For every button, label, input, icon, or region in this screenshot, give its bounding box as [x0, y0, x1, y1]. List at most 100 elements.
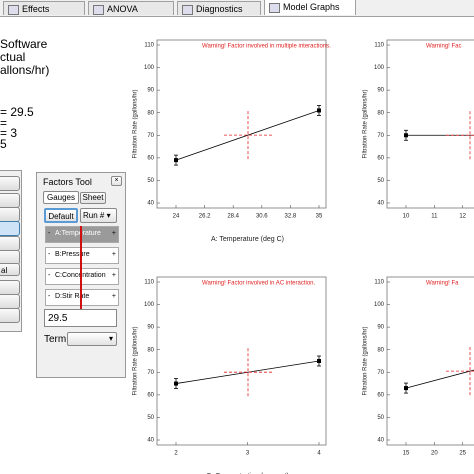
- close-button[interactable]: ×: [111, 176, 122, 186]
- y-tick-label: 70: [147, 133, 154, 139]
- y-tick-label: 90: [147, 325, 154, 331]
- button[interactable]: [0, 294, 20, 309]
- factor-label: D:Stir Rate: [55, 293, 90, 300]
- x-tick-label: 4: [317, 451, 321, 457]
- x-axis-label: A: Temperature (deg C): [211, 236, 284, 243]
- factor-label: A:Temperature: [55, 230, 101, 237]
- x-tick-label: 20: [431, 451, 438, 457]
- tab-sheet[interactable]: Sheet: [80, 192, 106, 204]
- y-tick-label: 70: [377, 370, 384, 376]
- tab-active[interactable]: Model Graphs: [264, 0, 356, 15]
- button[interactable]: [0, 236, 20, 251]
- plot-frame: [156, 276, 327, 446]
- run-dropdown[interactable]: Run # ▾: [80, 208, 117, 223]
- y-axis-label: Filtration Rate (gallons/hr): [363, 326, 369, 395]
- y-tick-label: 80: [377, 110, 384, 116]
- slider-indicator: [80, 226, 82, 310]
- default-button[interactable]: Default: [44, 208, 78, 223]
- slider-minus: -: [48, 293, 51, 300]
- plot-frame: [156, 39, 327, 209]
- warning: Warning! Fa: [426, 281, 459, 287]
- tab[interactable]: ANOVA: [88, 1, 174, 15]
- info-text: ctual: [0, 50, 26, 64]
- y-tick-label: 60: [147, 155, 154, 161]
- design-point: [174, 381, 178, 386]
- slider-minus: -: [48, 272, 51, 279]
- design-point: [317, 108, 321, 113]
- factor-label: B:Pressure: [55, 251, 90, 258]
- button[interactable]: [0, 176, 20, 191]
- design-point: [404, 386, 408, 391]
- factor-slider[interactable]: - A:Temperature +: [45, 226, 119, 243]
- y-tick-label: 90: [377, 88, 384, 94]
- slider-minus: -: [48, 251, 51, 258]
- tab-label: ANOVA: [107, 4, 138, 14]
- y-tick-label: 100: [374, 302, 385, 308]
- tab-gauges[interactable]: Gauges: [43, 191, 79, 204]
- slider-plus: +: [111, 251, 116, 258]
- term-dropdown[interactable]: ▾: [67, 332, 117, 346]
- y-tick-label: 100: [144, 302, 155, 308]
- info-text: allons/hr): [0, 63, 50, 77]
- x-tick-label: 28.4: [227, 214, 239, 220]
- y-tick-label: 80: [147, 110, 154, 116]
- design-point: [174, 158, 178, 163]
- warning: Warning! Factor involved in multiple int…: [202, 44, 331, 50]
- tab-label: Model Graphs: [283, 2, 340, 12]
- button-label: al: [1, 266, 8, 275]
- x-tick-label: 10: [403, 214, 410, 220]
- y-tick-label: 70: [377, 133, 384, 139]
- y-tick-label: 60: [147, 392, 154, 398]
- y-tick-label: 50: [377, 415, 384, 421]
- dropdown-label: Run #: [83, 211, 105, 220]
- y-tick-label: 100: [144, 65, 155, 71]
- factor-slider[interactable]: - D:Stir Rate +: [45, 289, 119, 306]
- x-tick-label: 15: [403, 451, 410, 457]
- x-tick-label: 26.2: [199, 214, 211, 220]
- plot-frame: [386, 276, 474, 446]
- design-point: [404, 133, 408, 138]
- y-axis-label: Filtration Rate (gallons/hr): [133, 326, 139, 395]
- slider-plus: +: [111, 272, 116, 279]
- tab-label: Diagnostics: [196, 4, 243, 14]
- term-label: Term: [44, 334, 67, 345]
- tab[interactable]: Effects: [3, 1, 85, 15]
- button[interactable]: [0, 193, 20, 208]
- y-tick-label: 110: [374, 280, 384, 286]
- x-tick-label: 25: [459, 451, 466, 457]
- info-text: 5: [0, 137, 7, 151]
- x-tick-label: 35: [316, 214, 323, 220]
- y-axis-label: Filtration Rate (gallons/hr): [363, 89, 369, 158]
- info-text: Software: [0, 37, 48, 51]
- x-tick-label: 11: [431, 214, 438, 220]
- button[interactable]: [0, 280, 20, 295]
- effect-line: [175, 110, 320, 161]
- y-tick-label: 40: [147, 201, 154, 207]
- factor-slider[interactable]: -C:Concentration+: [45, 268, 119, 285]
- plot-frame: [386, 39, 474, 209]
- effect-line: [405, 369, 474, 389]
- button[interactable]: al: [0, 263, 20, 276]
- y-tick-label: 40: [147, 438, 154, 444]
- x-tick-label: 12: [459, 214, 466, 220]
- x-tick-label: 2: [174, 451, 178, 457]
- warning: Warning! Factor involved in AC interacti…: [202, 281, 315, 287]
- factors-tool-window: Factors Tool × Gauges Sheet Default Run …: [36, 172, 126, 378]
- info-text: =: [0, 116, 8, 130]
- slider-plus: +: [111, 293, 116, 300]
- slider-minus: -: [48, 230, 51, 237]
- design-point: [317, 359, 321, 363]
- y-tick-label: 50: [147, 178, 154, 184]
- tab[interactable]: Diagnostics: [177, 1, 261, 15]
- x-tick-label: 30.6: [256, 214, 268, 220]
- slider-plus: +: [111, 230, 116, 237]
- x-axis-label: C: Concentration (percent): [206, 473, 288, 474]
- y-tick-label: 100: [374, 65, 385, 71]
- button[interactable]: [0, 207, 20, 222]
- button-selected[interactable]: [0, 221, 20, 236]
- factor-slider[interactable]: - B:Pressure +: [45, 247, 119, 264]
- y-tick-label: 50: [147, 415, 154, 421]
- button[interactable]: [0, 308, 20, 323]
- value-input[interactable]: 29.5: [44, 309, 117, 327]
